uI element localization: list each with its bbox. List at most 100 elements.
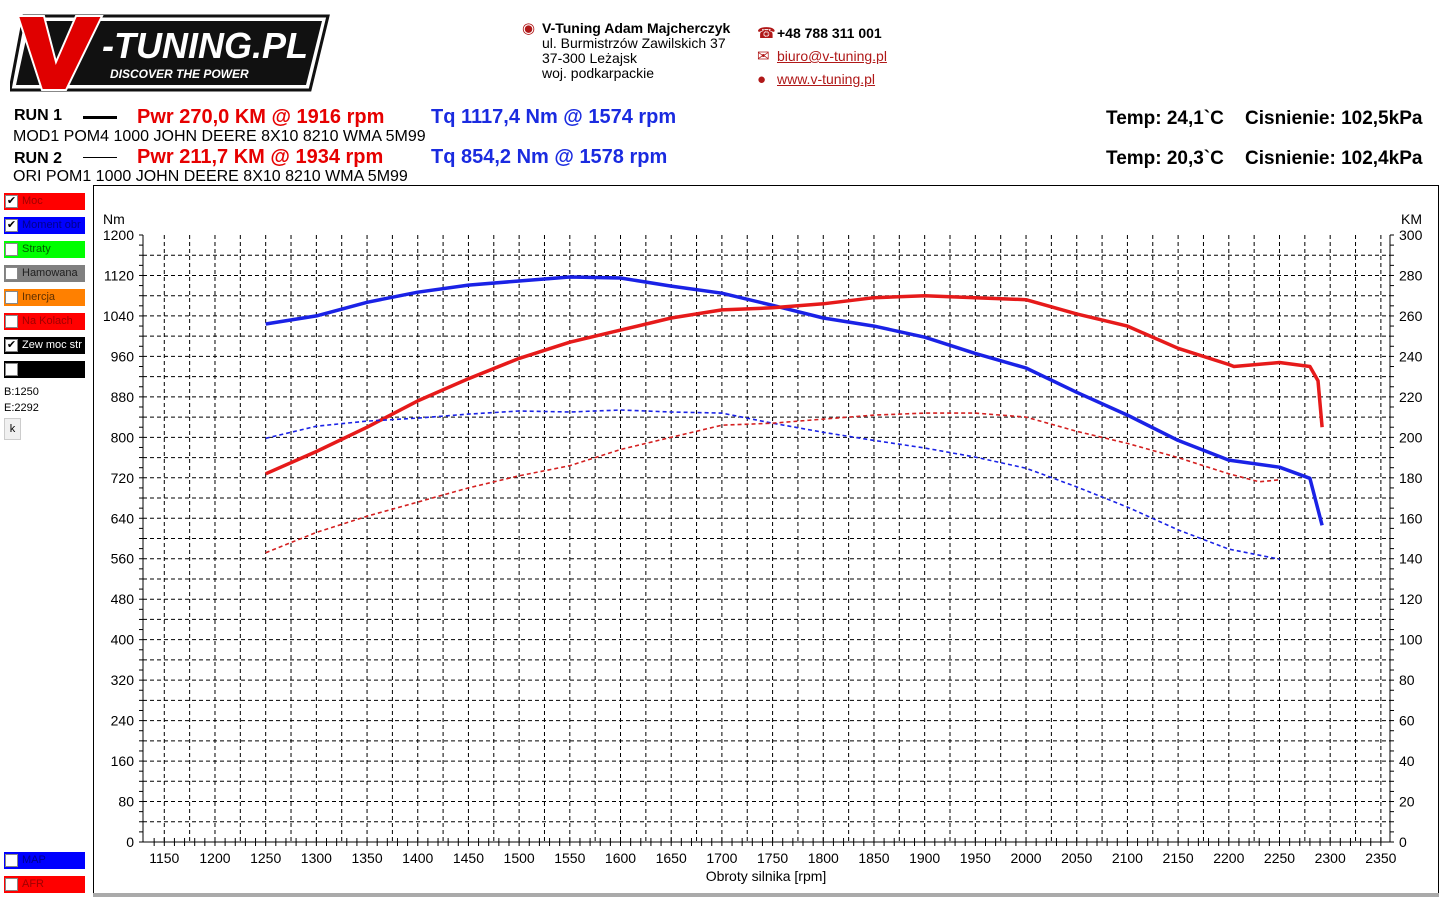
- x-tick-label: 1450: [453, 850, 484, 866]
- toggle-label: Straty: [22, 243, 51, 255]
- y-right-tick-label: 220: [1399, 389, 1423, 405]
- series-toggle-straty[interactable]: Straty: [4, 241, 85, 258]
- y-right-tick-label: 0: [1399, 834, 1407, 850]
- series-run-2-moc: [265, 412, 1280, 554]
- checkbox[interactable]: [5, 854, 18, 867]
- y-left-tick-label: 320: [111, 672, 135, 688]
- y-right-tick-label: 200: [1399, 429, 1423, 445]
- y-left-tick-label: 80: [118, 794, 134, 810]
- website-link[interactable]: www.v-tuning.pl: [777, 71, 876, 87]
- checkbox[interactable]: [5, 243, 18, 256]
- y-left-tick-label: 240: [111, 713, 135, 729]
- phone-icon: ☎: [757, 25, 776, 42]
- x-tick-label: 1950: [960, 850, 991, 866]
- x-tick-label: 2150: [1163, 850, 1194, 866]
- y-left-axis-label: Nm: [103, 211, 125, 227]
- y-left-tick-label: 880: [111, 389, 135, 405]
- x-tick-label: 2200: [1213, 850, 1244, 866]
- y-right-tick-label: 60: [1399, 713, 1415, 729]
- x-tick-label: 2300: [1315, 850, 1346, 866]
- run2-torque: Tq 854,2 Nm @ 1578 rpm: [431, 146, 668, 168]
- checkbox[interactable]: [5, 267, 18, 280]
- series-toggle-blank[interactable]: [4, 361, 85, 378]
- toggle-label: Hamowana: [22, 267, 78, 279]
- y-right-tick-label: 80: [1399, 672, 1415, 688]
- run2-label: RUN 2: [14, 150, 63, 167]
- series-toggle-zew-moc-str[interactable]: ✔ Zew moc str: [4, 337, 85, 354]
- y-left-tick-label: 1120: [104, 267, 134, 283]
- x-tick-label: 1200: [199, 850, 230, 866]
- run2-power: Pwr 211,7 KM @ 1934 rpm: [137, 146, 384, 168]
- toggle-label: Inercja: [22, 291, 56, 303]
- y-left-tick-label: 960: [111, 348, 135, 364]
- x-tick-label: 2350: [1365, 850, 1396, 866]
- y-left-tick-label: 1200: [103, 227, 134, 243]
- y-left-tick-label: 1040: [103, 308, 134, 324]
- x-tick-label: 1650: [656, 850, 687, 866]
- horizontal-scrollbar[interactable]: [93, 893, 1439, 897]
- y-right-tick-label: 100: [1399, 632, 1423, 648]
- x-tick-label: 1900: [909, 850, 940, 866]
- y-left-tick-label: 720: [111, 470, 135, 486]
- aux-toggle-afr[interactable]: AFR: [4, 876, 85, 893]
- y-right-tick-label: 160: [1399, 510, 1423, 526]
- email-link[interactable]: biuro@v-tuning.pl: [777, 48, 887, 64]
- y-right-tick-label: 300: [1399, 227, 1423, 243]
- aux-toggle-map[interactable]: MAP: [4, 852, 85, 869]
- checkbox[interactable]: ✔: [5, 195, 18, 208]
- series-toggle-hamowana[interactable]: Hamowana: [4, 265, 85, 282]
- checkbox[interactable]: [5, 291, 18, 304]
- toggle-label: Na Kolach: [22, 315, 73, 327]
- y-right-axis-label: KM: [1401, 211, 1422, 227]
- run1-torque: Tq 1117,4 Nm @ 1574 rpm: [431, 106, 677, 128]
- series-toggle-inercja[interactable]: Inercja: [4, 289, 85, 306]
- checkbox[interactable]: [5, 363, 18, 376]
- y-right-tick-label: 260: [1399, 308, 1423, 324]
- series-toggle-moc[interactable]: ✔ Moc: [4, 193, 85, 210]
- y-right-tick-label: 280: [1399, 267, 1423, 283]
- y-right-tick-label: 20: [1399, 794, 1415, 810]
- y-left-tick-label: 0: [126, 834, 134, 850]
- x-tick-label: 1750: [757, 850, 788, 866]
- toggle-label: Zew moc str: [22, 339, 82, 351]
- series-run-1-moment-obr: [265, 275, 1324, 526]
- contact-links: ☎+48 788 311 001 ✉ biuro@v-tuning.pl ● www…: [757, 22, 887, 91]
- y-left-tick-label: 640: [111, 510, 135, 526]
- series-toggle-na-kolach[interactable]: Na Kolach: [4, 313, 85, 330]
- x-tick-label: 1400: [402, 850, 433, 866]
- toggle-label: MAP: [22, 854, 46, 866]
- contact-address: ◉ V-Tuning Adam Majcherczyk ul. Burmistrz…: [522, 21, 730, 81]
- y-left-tick-label: 400: [111, 632, 135, 648]
- x-tick-label: 2250: [1264, 850, 1295, 866]
- toggle-label: Moment obr: [22, 219, 81, 231]
- checkbox[interactable]: [5, 315, 18, 328]
- run2-description: ORI POM1 1000 JOHN DEERE 8X10 8210 WMA 5…: [13, 168, 408, 185]
- series-toggle-moment-obr[interactable]: ✔ Moment obr: [4, 217, 85, 234]
- end-rpm: E:2292: [4, 402, 39, 414]
- run1-line-sample: [83, 116, 117, 119]
- x-tick-label: 1800: [808, 850, 839, 866]
- x-tick-label: 1350: [351, 850, 382, 866]
- envelope-icon: ✉: [757, 48, 770, 65]
- checkbox[interactable]: ✔: [5, 219, 18, 232]
- map-pin-icon: ◉: [522, 20, 536, 37]
- toggle-label: Moc: [22, 195, 43, 207]
- series-run-1-moc: [264, 293, 1324, 476]
- run1-pressure: Cisnienie: 102,5kPa: [1245, 108, 1423, 129]
- run1-label: RUN 1: [14, 107, 63, 124]
- run2-line-sample: [83, 157, 117, 158]
- globe-icon: ●: [757, 71, 767, 88]
- checkbox[interactable]: [5, 878, 18, 891]
- y-left-tick-label: 160: [111, 753, 135, 769]
- toggle-label: AFR: [22, 878, 44, 890]
- street: ul. Burmistrzów Zawilskich 37: [542, 35, 726, 51]
- series-run-2-moment-obr: [265, 409, 1280, 560]
- y-right-tick-label: 140: [1399, 551, 1423, 567]
- y-right-tick-label: 240: [1399, 348, 1423, 364]
- checkbox[interactable]: ✔: [5, 339, 18, 352]
- run2-pressure: Cisnienie: 102,4kPa: [1245, 148, 1423, 169]
- svg-text:DISCOVER THE POWER: DISCOVER THE POWER: [110, 67, 249, 81]
- x-tick-label: 1150: [149, 850, 179, 866]
- k-button[interactable]: k: [4, 418, 21, 440]
- company-name: V-Tuning Adam Majcherczyk: [542, 20, 731, 36]
